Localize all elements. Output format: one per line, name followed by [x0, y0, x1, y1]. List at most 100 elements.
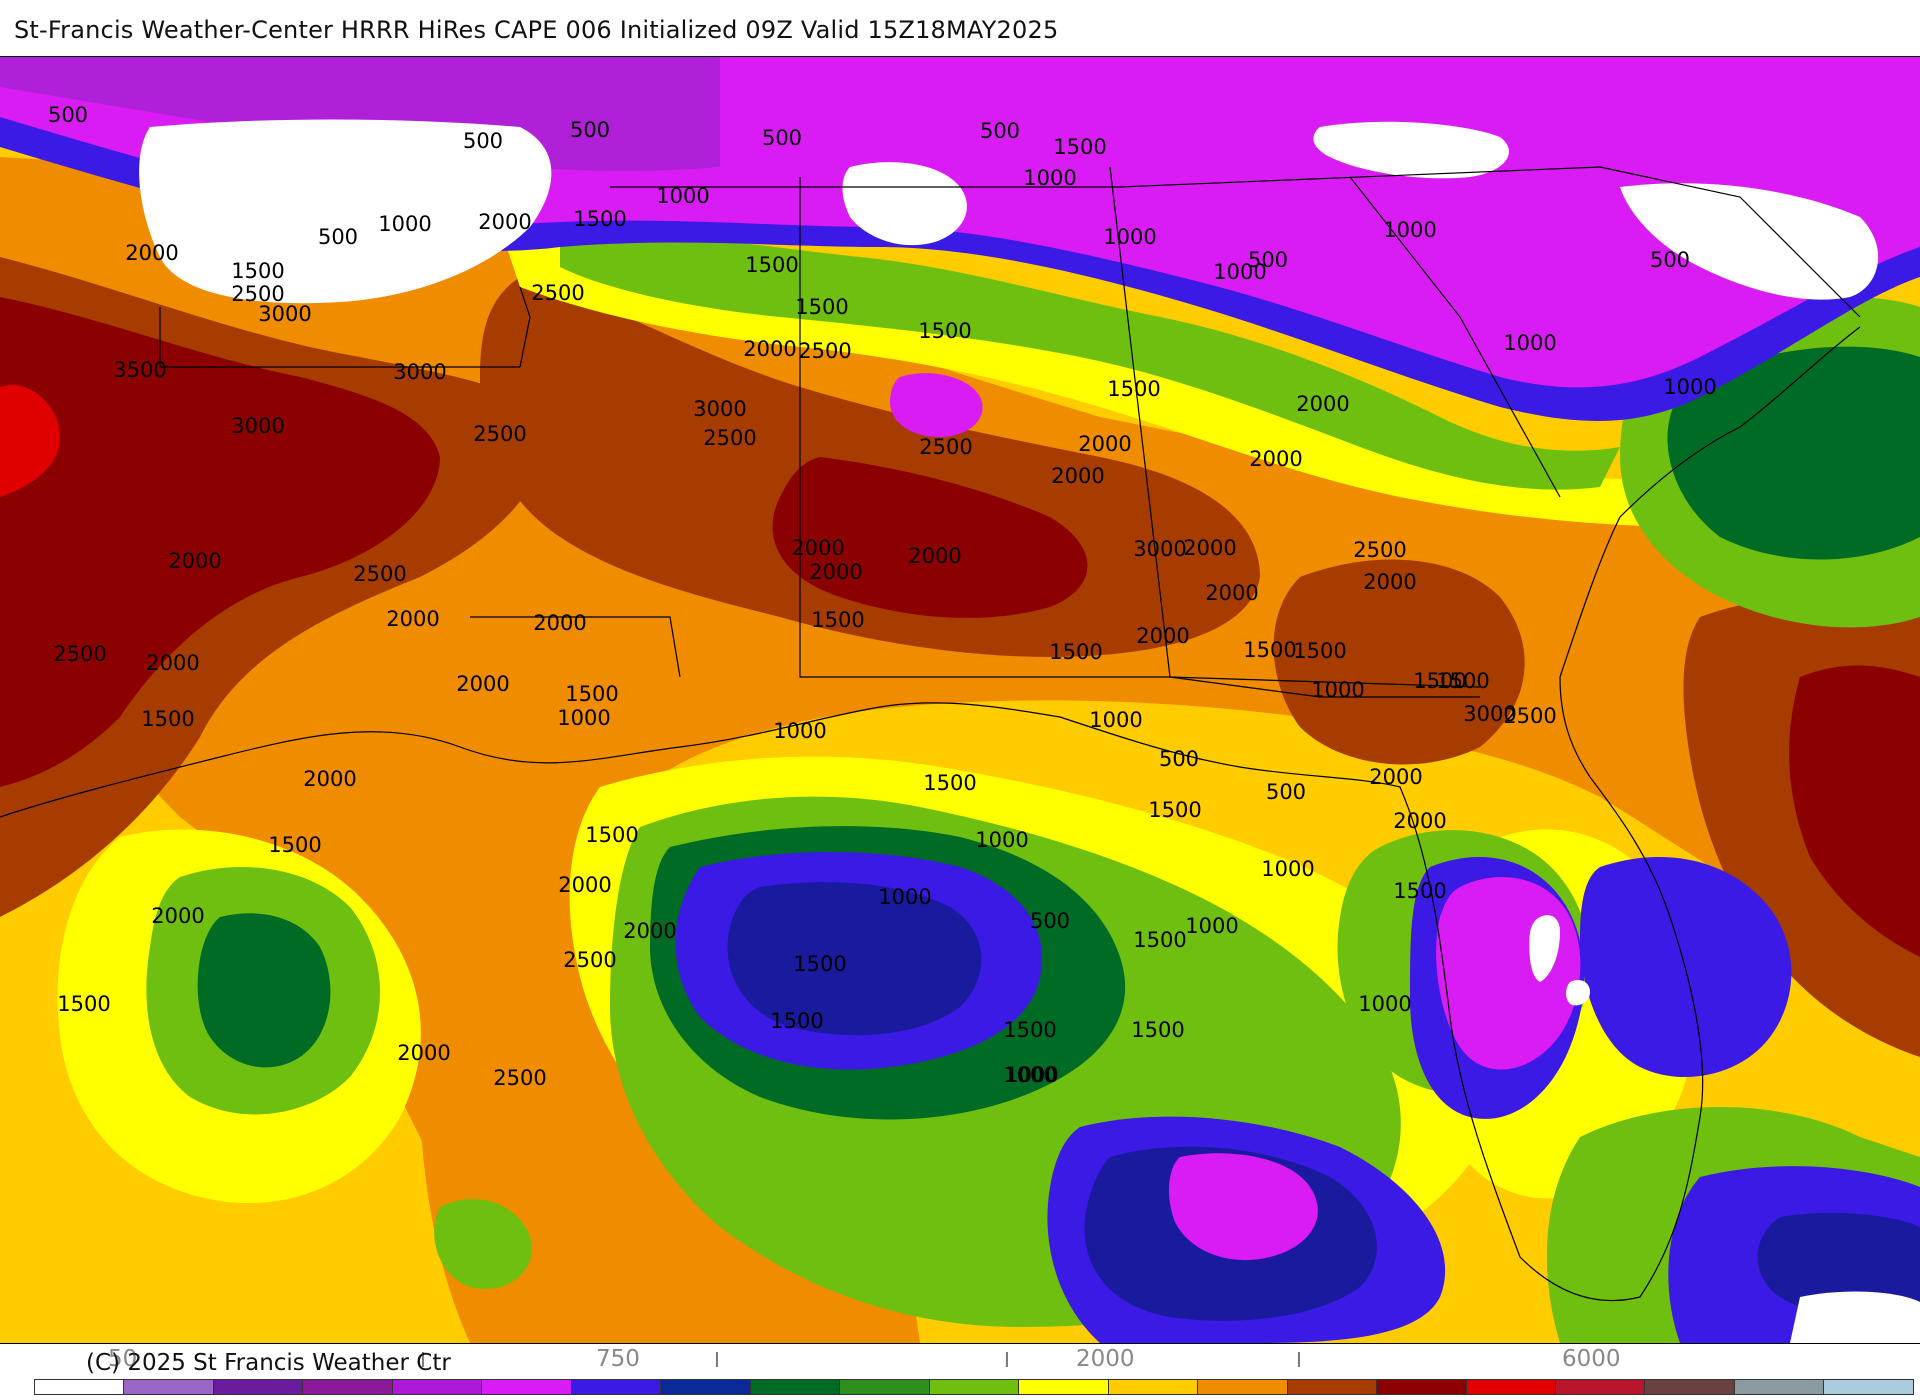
- contour-label: 2500: [493, 1066, 546, 1090]
- contour-label: 2000: [558, 873, 611, 897]
- contour-label: 1000: [1089, 708, 1142, 732]
- colorbar-tick-mark: I: [1296, 1348, 1302, 1372]
- state-boundary-ar-la: [470, 616, 681, 678]
- colorbar-swatch: [1734, 1380, 1825, 1394]
- colorbar-swatch: [1377, 1380, 1467, 1394]
- state-boundary-ms: [799, 177, 1170, 678]
- contour-label: 500: [1650, 248, 1690, 272]
- colorbar-swatch: [303, 1380, 393, 1394]
- cape-brown-east: [1273, 559, 1525, 765]
- colorbar-swatch: [1824, 1380, 1913, 1394]
- contour-label: 1500: [1053, 135, 1106, 159]
- contour-label: 2500: [798, 339, 851, 363]
- colorbar-tick-750: 750: [596, 1346, 640, 1372]
- cape-red-core: [0, 385, 60, 497]
- contour-label: 2000: [1205, 581, 1258, 605]
- copyright-text: (C) 2025 St Francis Weather Ctr: [86, 1350, 451, 1376]
- cape-white-fl-2: [1566, 980, 1590, 1006]
- contour-label: 1500: [923, 771, 976, 795]
- contour-label: 2000: [456, 672, 509, 696]
- contour-label: 500: [463, 129, 503, 153]
- contour-label: 2000: [743, 337, 796, 361]
- contour-label: 2000: [146, 651, 199, 675]
- colorbar-swatch: [1198, 1380, 1288, 1394]
- contour-label: 1000: [1261, 857, 1314, 881]
- contour-label: 2000: [303, 767, 356, 791]
- contour-label: 1000: [975, 828, 1028, 852]
- contour-label: 2500: [473, 422, 526, 446]
- contour-label: 500: [570, 118, 610, 142]
- state-boundary-ok-ar: [519, 286, 531, 368]
- colorbar-swatch: [1466, 1380, 1556, 1394]
- cape-darkgreen-east: [1667, 346, 1920, 560]
- colorbar-swatch: [35, 1380, 125, 1394]
- colorbar-swatch: [124, 1380, 214, 1394]
- contour-label: 1500: [585, 823, 638, 847]
- cape-green-north: [560, 234, 1620, 490]
- contour-label: 2000: [791, 536, 844, 560]
- contour-label: 1000: [1213, 260, 1266, 284]
- colorbar-swatch: [1108, 1380, 1199, 1394]
- colorbar-swatch: [213, 1380, 304, 1394]
- contour-label: 500: [1159, 747, 1199, 771]
- state-boundary-nc-sc: [1599, 166, 1861, 318]
- contour-label: 1000: [1383, 218, 1436, 242]
- colorbar-tick-mark: I: [420, 1348, 426, 1372]
- contour-label: 2500: [53, 642, 106, 666]
- contour-label: 1000: [656, 184, 709, 208]
- contour-label: 2000: [809, 560, 862, 584]
- contour-label: 1000: [1185, 914, 1238, 938]
- contour-label: 2000: [1249, 447, 1302, 471]
- contour-label: 2000: [478, 210, 531, 234]
- contour-label: 1000: [1503, 331, 1556, 355]
- colorbar-tick-mark: I: [714, 1348, 720, 1372]
- contour-label: 1500: [1003, 1018, 1056, 1042]
- contour-label: 3000: [1463, 702, 1516, 726]
- colorbar-swatch: [571, 1380, 662, 1394]
- cape-darkred-central: [772, 457, 1088, 618]
- contour-label: 1500: [795, 295, 848, 319]
- contour-label: 1000: [1005, 1063, 1058, 1087]
- contour-label: 2000: [1296, 392, 1349, 416]
- contour-label: 1000: [1103, 225, 1156, 249]
- contour-label: 2000: [1051, 464, 1104, 488]
- contour-label: 1500: [1107, 377, 1160, 401]
- contour-label: 1500: [1049, 640, 1102, 664]
- contour-label: 3500: [113, 358, 166, 382]
- contour-label: 2500: [563, 948, 616, 972]
- contour-label: 1500: [1436, 669, 1489, 693]
- contour-label: 2000: [1183, 536, 1236, 560]
- contour-label: 3000: [393, 360, 446, 384]
- colorbar-swatch: [661, 1380, 751, 1394]
- chart-title: St-Francis Weather-Center HRRR HiRes CAP…: [14, 16, 1059, 44]
- colorbar-tick-6000: 6000: [1562, 1346, 1621, 1372]
- contour-label: 1500: [1131, 1018, 1184, 1042]
- contour-label: 500: [48, 103, 88, 127]
- colorbar-swatch: [1645, 1380, 1735, 1394]
- cape-white-north-1: [842, 162, 967, 246]
- contour-label: 1500: [141, 707, 194, 731]
- contour-label: 1000: [773, 719, 826, 743]
- contour-label: 1500: [745, 253, 798, 277]
- contour-label: 2000: [1078, 432, 1131, 456]
- contour-label: 2000: [397, 1041, 450, 1065]
- legend-area: (C) 2025 St Francis Weather Ctr 50 I 750…: [0, 1342, 1920, 1400]
- contour-label: 2500: [353, 562, 406, 586]
- contour-label: 2500: [1503, 704, 1556, 728]
- contour-label: 1500: [770, 1009, 823, 1033]
- cape-green-south: [434, 1198, 532, 1289]
- contour-label: 2000: [1393, 809, 1446, 833]
- contour-label: 2000: [908, 544, 961, 568]
- cape-navy-gulf: [727, 882, 982, 1036]
- colorbar-tick-2000: 2000: [1076, 1346, 1135, 1372]
- contour-label: 3000: [258, 302, 311, 326]
- contour-label: 500: [1030, 909, 1070, 933]
- contour-label: 2000: [125, 241, 178, 265]
- state-boundary-tx-ok: [159, 307, 520, 368]
- contour-label: 500: [318, 225, 358, 249]
- cape-lightblue-se: [1790, 1291, 1920, 1343]
- contour-label: 2000: [168, 549, 221, 573]
- cape-map: 500 500 500 500 500 500 500 500 1000 1000 1000 1000…: [0, 56, 1920, 1344]
- contour-label: 1500: [1393, 879, 1446, 903]
